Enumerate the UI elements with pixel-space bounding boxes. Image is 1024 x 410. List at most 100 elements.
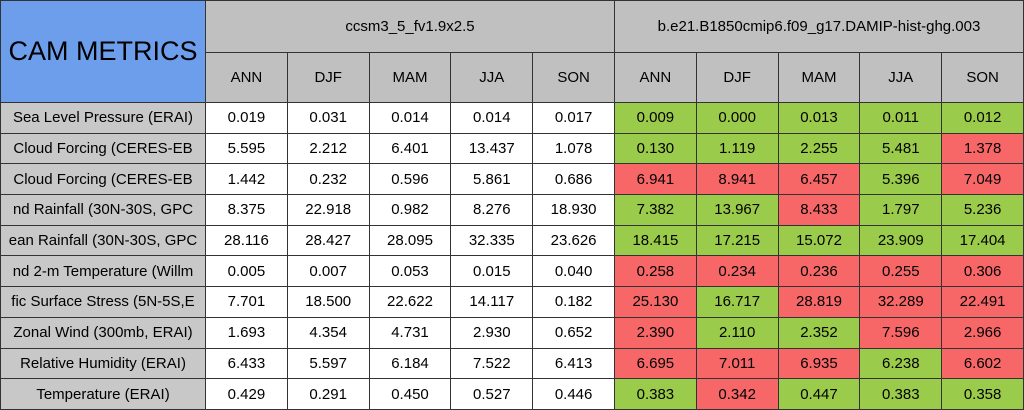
value-cell: 23.626 — [532, 224, 615, 257]
value-cell: 1.078 — [532, 132, 615, 165]
value-cell: 0.017 — [532, 102, 615, 134]
value-cell: 0.255 — [859, 255, 943, 288]
value-cell: 7.382 — [613, 194, 697, 226]
value-cell: 16.717 — [695, 286, 779, 318]
season-header: DJF — [695, 52, 779, 103]
value-cell: 4.354 — [286, 316, 370, 349]
value-cell: 5.597 — [286, 347, 370, 380]
season-header: ANN — [613, 52, 697, 103]
value-cell: 2.390 — [613, 316, 697, 349]
value-cell: 0.982 — [368, 194, 452, 226]
value-cell: 1.797 — [859, 194, 943, 226]
value-cell: 4.731 — [368, 316, 452, 349]
value-cell: 28.116 — [205, 224, 288, 257]
row-label: Cloud Forcing (CERES-EB — [0, 132, 206, 165]
value-cell: 2.966 — [941, 316, 1024, 349]
value-cell: 0.596 — [368, 163, 452, 196]
value-cell: 7.011 — [695, 347, 779, 380]
table-row: Cloud Forcing (CERES-EB 5.595 2.212 6.401 13… — [0, 132, 1024, 165]
value-cell: 0.009 — [613, 102, 697, 134]
season-header: DJF — [286, 52, 370, 103]
value-cell: 0.258 — [613, 255, 697, 288]
value-cell: 8.433 — [777, 194, 861, 226]
value-cell: 6.457 — [777, 163, 861, 196]
table-row: Cloud Forcing (CERES-EB 1.442 0.232 0.596 5.… — [0, 163, 1024, 196]
season-header: JJA — [450, 52, 534, 103]
value-cell: 0.007 — [286, 255, 370, 288]
value-cell: 0.686 — [532, 163, 615, 196]
value-cell: 0.450 — [368, 378, 452, 410]
season-header: MAM — [777, 52, 861, 103]
table-row: fic Surface Stress (5N-5S,E 7.701 18.500 22… — [0, 286, 1024, 318]
value-cell: 6.238 — [859, 347, 943, 380]
value-cell: 1.693 — [205, 316, 288, 349]
value-cell: 18.415 — [613, 224, 697, 257]
value-cell: 32.335 — [450, 224, 534, 257]
value-cell: 0.342 — [695, 378, 779, 410]
season-header: SON — [532, 52, 615, 103]
row-label: Temperature (ERAI) — [0, 378, 206, 410]
value-cell: 7.049 — [941, 163, 1024, 196]
value-cell: 0.040 — [532, 255, 615, 288]
value-cell: 0.383 — [859, 378, 943, 410]
group-header: ccsm3_5_fv1.9x2.5 — [205, 0, 615, 53]
value-cell: 7.596 — [859, 316, 943, 349]
value-cell: 17.404 — [941, 224, 1024, 257]
value-cell: 6.941 — [613, 163, 697, 196]
value-cell: 0.236 — [777, 255, 861, 288]
value-cell: 1.442 — [205, 163, 288, 196]
value-cell: 6.413 — [532, 347, 615, 380]
value-cell: 18.500 — [286, 286, 370, 318]
table-row: nd 2-m Temperature (Willm 0.005 0.007 0.053… — [0, 255, 1024, 288]
table-row: Zonal Wind (300mb, ERAI) 1.693 4.354 4.731 2… — [0, 316, 1024, 349]
value-cell: 5.595 — [205, 132, 288, 165]
value-cell: 15.072 — [777, 224, 861, 257]
value-cell: 8.375 — [205, 194, 288, 226]
value-cell: 0.005 — [205, 255, 288, 288]
value-cell: 23.909 — [859, 224, 943, 257]
row-label: nd 2-m Temperature (Willm — [0, 255, 206, 288]
value-cell: 13.967 — [695, 194, 779, 226]
value-cell: 0.232 — [286, 163, 370, 196]
season-header: ANN — [205, 52, 288, 103]
value-cell: 0.527 — [450, 378, 534, 410]
row-label: fic Surface Stress (5N-5S,E — [0, 286, 206, 318]
value-cell: 5.396 — [859, 163, 943, 196]
value-cell: 0.014 — [450, 102, 534, 134]
value-cell: 6.935 — [777, 347, 861, 380]
row-label: Relative Humidity (ERAI) — [0, 347, 206, 380]
value-cell: 5.861 — [450, 163, 534, 196]
value-cell: 6.433 — [205, 347, 288, 380]
value-cell: 1.378 — [941, 132, 1024, 165]
value-cell: 28.095 — [368, 224, 452, 257]
value-cell: 28.427 — [286, 224, 370, 257]
value-cell: 0.019 — [205, 102, 288, 134]
value-cell: 0.130 — [613, 132, 697, 165]
value-cell: 0.031 — [286, 102, 370, 134]
table-title: CAM METRICS — [0, 0, 206, 103]
table-row: Temperature (ERAI) 0.429 0.291 0.450 0.527 0.… — [0, 378, 1024, 410]
value-cell: 0.358 — [941, 378, 1024, 410]
value-cell: 0.383 — [613, 378, 697, 410]
value-cell: 0.014 — [368, 102, 452, 134]
value-cell: 14.117 — [450, 286, 534, 318]
value-cell: 0.306 — [941, 255, 1024, 288]
value-cell: 25.130 — [613, 286, 697, 318]
row-label: Zonal Wind (300mb, ERAI) — [0, 316, 206, 349]
group-header: b.e21.B1850cmip6.f09_g17.DAMIP-hist-ghg.… — [613, 0, 1024, 53]
value-cell: 18.930 — [532, 194, 615, 226]
value-cell: 0.652 — [532, 316, 615, 349]
value-cell: 7.522 — [450, 347, 534, 380]
value-cell: 13.437 — [450, 132, 534, 165]
value-cell: 22.491 — [941, 286, 1024, 318]
value-cell: 2.352 — [777, 316, 861, 349]
value-cell: 6.602 — [941, 347, 1024, 380]
value-cell: 6.401 — [368, 132, 452, 165]
value-cell: 5.481 — [859, 132, 943, 165]
value-cell: 0.182 — [532, 286, 615, 318]
value-cell: 22.622 — [368, 286, 452, 318]
table-row: nd Rainfall (30N-30S, GPC 8.375 22.918 0.98… — [0, 194, 1024, 226]
value-cell: 0.015 — [450, 255, 534, 288]
